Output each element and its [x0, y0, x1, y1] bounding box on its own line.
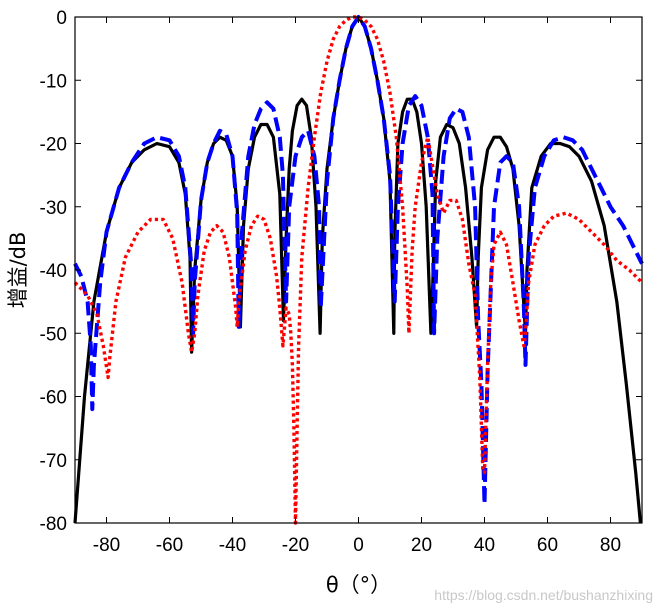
x-tick-label: -80 [93, 535, 120, 556]
x-tick-label: 60 [537, 535, 558, 556]
x-axis-title: θ（°） [326, 573, 391, 597]
x-tick-label: 40 [474, 535, 495, 556]
y-tick-label: 0 [56, 8, 67, 29]
x-tick-label: -60 [156, 535, 183, 556]
x-tick-label: 20 [411, 535, 432, 556]
y-tick-label: -20 [40, 135, 67, 156]
x-tick-label: -20 [282, 535, 309, 556]
y-tick-label: -80 [40, 514, 67, 535]
y-axis-title: 增益/dB [6, 232, 30, 309]
watermark-text: https://blog.csdn.net/bushanzhixing [434, 587, 653, 603]
y-tick-label: -10 [40, 71, 67, 92]
y-tick-label: -30 [40, 198, 67, 219]
y-axis: 0 -10 -20 -30 -40 -50 -60 -70 -80 [40, 8, 642, 535]
y-tick-label: -70 [40, 451, 67, 472]
y-tick-label: -50 [40, 324, 67, 345]
x-tick-label: 0 [353, 535, 364, 556]
series-dotted-line [73, 15, 644, 525]
y-tick-label: -40 [40, 261, 67, 282]
y-tick-label: -60 [40, 388, 67, 409]
x-tick-label: -40 [219, 535, 246, 556]
plot-area [75, 17, 642, 523]
series-dashed-line [73, 15, 644, 506]
x-tick-label: 80 [600, 535, 621, 556]
series-layer [73, 15, 644, 525]
x-axis: -80 -60 -40 -20 0 20 40 60 80 [93, 17, 621, 556]
